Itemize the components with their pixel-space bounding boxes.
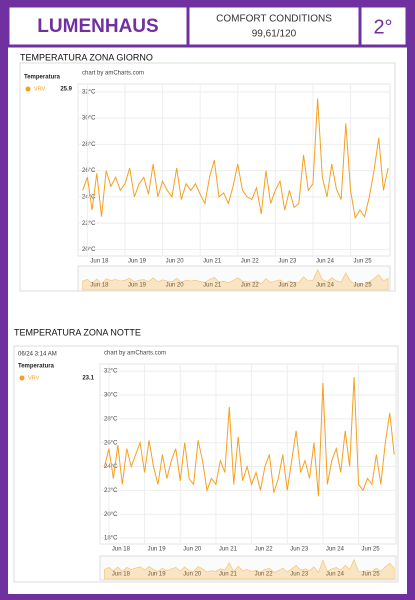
y-tick-label: 32°C xyxy=(104,369,118,375)
legend-marker xyxy=(19,375,25,381)
brand-box xyxy=(6,4,190,48)
series-line xyxy=(82,98,389,220)
navigator-label: Jun 25 xyxy=(354,283,373,289)
timestamp: 06/24 3:14 AM xyxy=(18,352,57,358)
x-tick-label: Jun 19 xyxy=(148,547,167,553)
y-tick-label: 24°C xyxy=(104,464,118,470)
navigator-label: Jun 24 xyxy=(316,283,335,289)
y-tick-label: 30°C xyxy=(104,393,118,399)
y-tick-label: 30°C xyxy=(82,116,96,122)
y-tick-label: 32°C xyxy=(82,89,96,95)
navigator-area xyxy=(82,269,389,291)
legend-name: VRV xyxy=(28,375,40,381)
y-tick-label: 28°C xyxy=(82,142,96,148)
x-tick-label: Jun 18 xyxy=(112,547,131,553)
navigator-label: Jun 23 xyxy=(278,283,297,289)
x-tick-label: Jun 21 xyxy=(203,259,222,265)
y-tick-label: 24°C xyxy=(82,194,96,200)
navigator-label: Jun 22 xyxy=(241,283,260,289)
comfort-title: COMFORT CONDITIONS xyxy=(216,14,332,25)
brand: LUMENHAUS xyxy=(37,16,158,37)
x-tick-label: Jun 22 xyxy=(241,259,260,265)
navigator-label: Jun 18 xyxy=(112,572,131,578)
x-tick-label: Jun 21 xyxy=(219,547,238,553)
chart-credit: chart by amCharts.com xyxy=(82,71,144,77)
series-line xyxy=(103,377,395,497)
navigator-label: Jun 21 xyxy=(203,283,222,289)
chart-title: TEMPERATURA ZONA GIORNO xyxy=(20,52,153,62)
x-tick-label: Jun 24 xyxy=(316,259,335,265)
x-tick-label: Jun 19 xyxy=(128,259,147,265)
x-tick-label: Jun 25 xyxy=(354,259,373,265)
legend-title: Temperatura xyxy=(18,364,55,370)
navigator-label: Jun 19 xyxy=(148,572,167,578)
legend-value: 25.9 xyxy=(60,87,72,93)
chart-title: TEMPERATURA ZONA NOTTE xyxy=(14,327,141,337)
y-tick-label: 22°C xyxy=(82,221,96,227)
x-tick-label: Jun 20 xyxy=(166,259,185,265)
legend-title: Temperatura xyxy=(24,75,61,81)
y-tick-label: 20°C xyxy=(104,512,118,518)
navigator-area xyxy=(104,558,395,580)
y-tick-label: 28°C xyxy=(104,416,118,422)
legend-marker xyxy=(25,86,31,92)
x-tick-label: Jun 22 xyxy=(255,547,274,553)
x-tick-label: Jun 24 xyxy=(326,547,345,553)
temp-box xyxy=(358,4,409,48)
navigator xyxy=(99,555,397,581)
comfort-value: 99,61/120 xyxy=(252,29,297,40)
x-tick-label: Jun 23 xyxy=(290,547,309,553)
navigator-label: Jun 25 xyxy=(362,572,381,578)
navigator-label: Jun 21 xyxy=(219,572,238,578)
navigator-label: Jun 23 xyxy=(290,572,309,578)
x-tick-label: Jun 25 xyxy=(362,547,381,553)
x-tick-label: Jun 20 xyxy=(183,547,202,553)
y-tick-label: 26°C xyxy=(82,168,96,174)
navigator-label: Jun 20 xyxy=(183,572,202,578)
legend-value: 23.1 xyxy=(82,376,94,382)
navigator-label: Jun 24 xyxy=(326,572,345,578)
chart-credit: chart by amCharts.com xyxy=(104,351,166,357)
y-tick-label: 22°C xyxy=(104,488,118,494)
navigator-label: Jun 22 xyxy=(255,572,274,578)
legend-name: VRV xyxy=(34,86,46,92)
temperature: 2° xyxy=(373,16,392,38)
x-tick-label: Jun 18 xyxy=(90,259,109,265)
x-tick-label: Jun 23 xyxy=(278,259,297,265)
comfort-box xyxy=(186,4,362,48)
y-tick-label: 20°C xyxy=(82,247,96,253)
y-tick-label: 18°C xyxy=(104,536,118,542)
navigator-label: Jun 18 xyxy=(90,283,109,289)
y-tick-label: 26°C xyxy=(104,440,118,446)
navigator-label: Jun 19 xyxy=(128,283,147,289)
navigator-label: Jun 20 xyxy=(166,283,185,289)
